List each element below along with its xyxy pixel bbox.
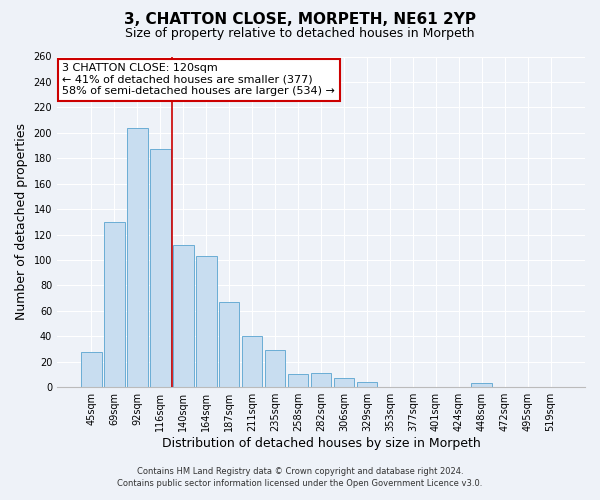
Bar [356,382,377,387]
Bar [219,302,239,387]
Bar [472,384,492,387]
Bar [311,373,331,387]
Bar [288,374,308,387]
Bar [173,244,194,387]
Bar [265,350,286,387]
Bar [127,128,148,387]
Bar [242,336,262,387]
Text: 3, CHATTON CLOSE, MORPETH, NE61 2YP: 3, CHATTON CLOSE, MORPETH, NE61 2YP [124,12,476,28]
Bar [81,352,102,387]
Text: Contains HM Land Registry data © Crown copyright and database right 2024.: Contains HM Land Registry data © Crown c… [137,467,463,476]
Text: Size of property relative to detached houses in Morpeth: Size of property relative to detached ho… [125,28,475,40]
Y-axis label: Number of detached properties: Number of detached properties [15,124,28,320]
Bar [196,256,217,387]
Bar [150,150,170,387]
Bar [334,378,355,387]
X-axis label: Distribution of detached houses by size in Morpeth: Distribution of detached houses by size … [161,437,481,450]
Text: Contains public sector information licensed under the Open Government Licence v3: Contains public sector information licen… [118,478,482,488]
Bar [104,222,125,387]
Text: 3 CHATTON CLOSE: 120sqm
← 41% of detached houses are smaller (377)
58% of semi-d: 3 CHATTON CLOSE: 120sqm ← 41% of detache… [62,63,335,96]
